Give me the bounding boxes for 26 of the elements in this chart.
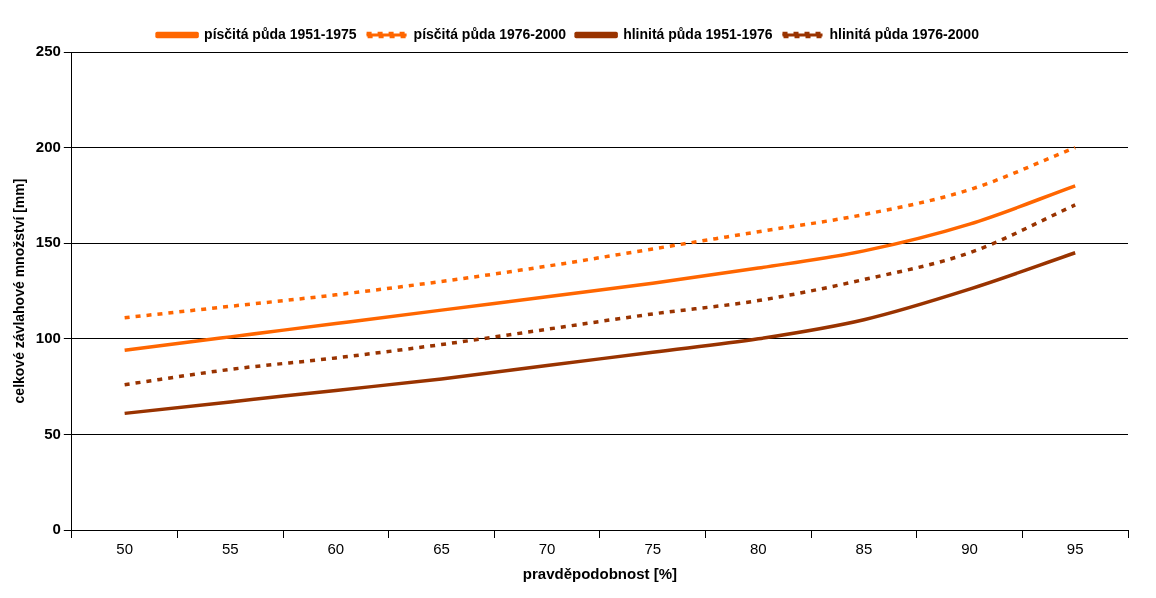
x-tick-label: 90: [961, 540, 978, 558]
y-axis-title: celkové závlahové množství [mm]: [11, 178, 28, 404]
x-tick-label: 95: [1066, 540, 1084, 558]
y-tick-label: 50: [44, 424, 61, 442]
y-tick-label: 100: [35, 328, 61, 346]
line-series: [122, 184, 1077, 353]
x-axis-title: pravděpodobnost [%]: [522, 565, 677, 583]
y-tick-label: 200: [35, 137, 61, 155]
x-tick-label: 65: [433, 540, 450, 558]
x-tick-label: 70: [538, 540, 556, 558]
legend-label: písčitá půda 1951-1975: [204, 25, 357, 42]
x-tick-label: 85: [855, 540, 873, 558]
y-tick-label: 0: [52, 520, 61, 538]
x-tick-label: 60: [327, 540, 345, 558]
x-tick-label: 80: [750, 540, 767, 558]
line-series: [122, 203, 1077, 387]
legend-label: písčitá půda 1976-2000: [413, 25, 567, 42]
line-series: [122, 251, 1077, 416]
line-series: [122, 145, 1077, 320]
x-tick-label: 55: [221, 540, 239, 558]
y-tick-label: 250: [35, 42, 61, 60]
x-tick-label: 75: [644, 540, 662, 558]
legend-label: hlinitá půda 1976-2000: [829, 25, 980, 42]
x-tick-label: 50: [116, 540, 133, 558]
y-tick-label: 150: [35, 233, 61, 251]
legend-label: hlinitá půda 1951-1976: [623, 25, 773, 42]
